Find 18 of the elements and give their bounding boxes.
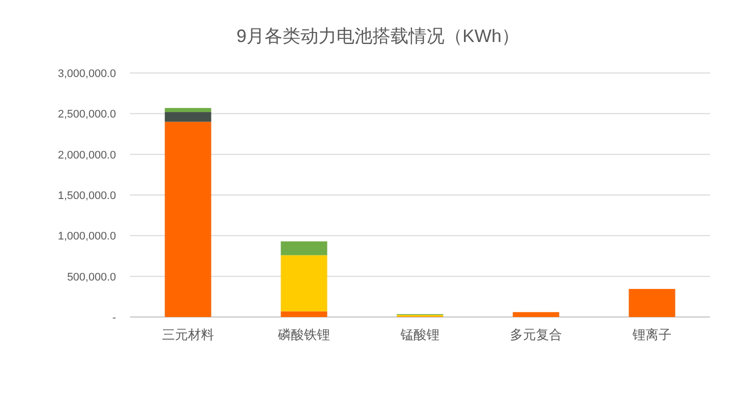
y-tick-label: 500,000.0 <box>67 271 116 284</box>
x-tick-label: 三元材料 <box>162 327 214 342</box>
y-tick-label: 1,500,000.0 <box>58 190 116 202</box>
chart-title: 9月各类动力电池搭载情况（KWh） <box>236 26 520 46</box>
bar <box>512 312 560 317</box>
x-tick-label: 锂离子 <box>632 327 672 342</box>
bar <box>280 311 328 317</box>
y-tick-label: 2,000,000.0 <box>58 149 116 162</box>
y-tick-label: 1,000,000.0 <box>58 230 116 243</box>
x-tick-label: 锰酸锂 <box>400 327 440 342</box>
y-tick-label: - <box>112 312 116 324</box>
bar <box>628 288 676 317</box>
y-tick-label: 3,000,000.0 <box>58 68 116 80</box>
x-tick-label: 多元复合 <box>510 327 562 342</box>
bar <box>280 241 328 256</box>
x-tick-label: 磷酸铁锂 <box>277 327 330 342</box>
bar <box>280 255 328 312</box>
y-tick-label: 2,500,000.0 <box>58 108 116 121</box>
